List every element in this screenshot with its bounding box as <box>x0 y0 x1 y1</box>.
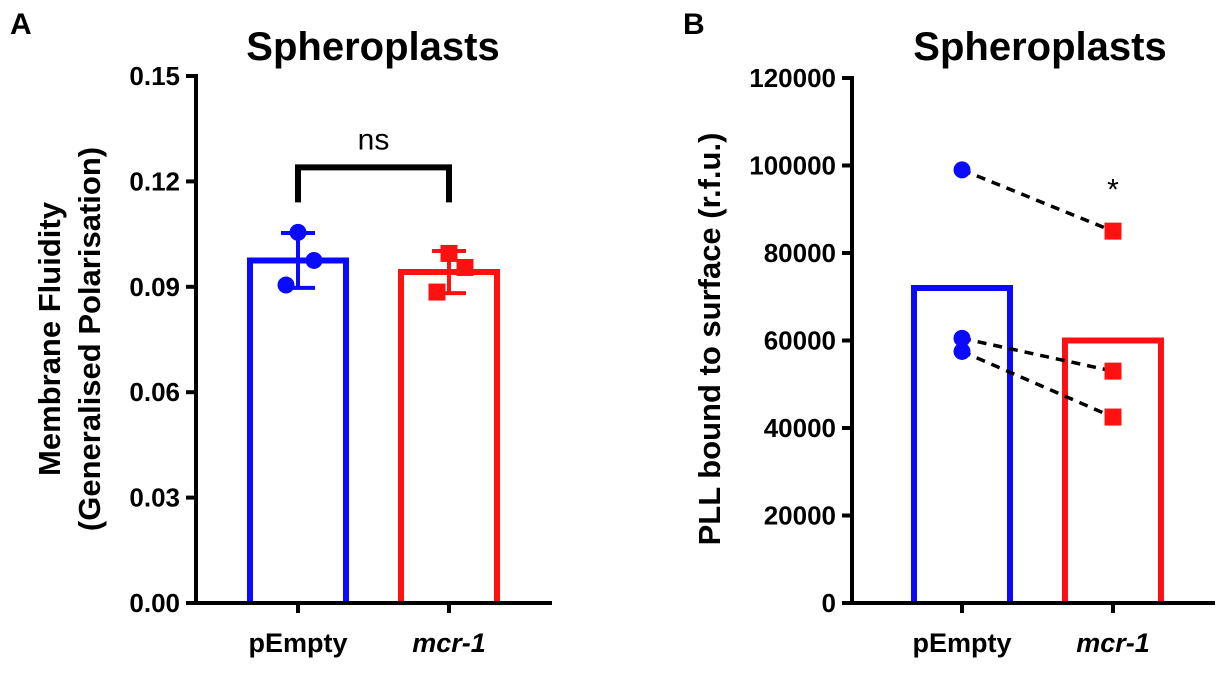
panel-a-ylabel-line2: (Generalised Polarisation) <box>72 147 107 531</box>
panel-b-ytick-label: 20000 <box>764 501 836 531</box>
panel-b-letter: B <box>683 8 705 41</box>
panel-a-ytick-label: 0.06 <box>129 377 180 407</box>
panel-a-letter: A <box>10 8 32 41</box>
panel-b-title: Spheroplasts <box>913 25 1166 69</box>
panel-b-ytick-label: 100000 <box>749 151 836 181</box>
panel-b-ytick-label: 80000 <box>764 238 836 268</box>
panel-a-point <box>440 244 458 262</box>
panel-a-category-label: pEmpty <box>248 628 347 658</box>
panel-a-significance-bracket <box>295 164 452 203</box>
panel-b-ylabel: PLL bound to surface (r.f.u.) <box>692 133 727 546</box>
panel-a-ytick-label: 0.03 <box>129 483 180 513</box>
panel-a-ytick-label: 0.00 <box>129 588 180 618</box>
panel-b-category-label: mcr-1 <box>1076 628 1150 658</box>
panel-a-point <box>456 258 474 276</box>
panel-a-ytick-label: 0.15 <box>129 61 180 91</box>
panel-b-point <box>953 161 971 179</box>
panel-a-ylabel-line1: Membrane Fluidity <box>32 201 67 476</box>
panel-a-point <box>277 276 295 294</box>
panel-b-bar <box>911 285 1013 603</box>
panel-b-point <box>953 342 971 360</box>
panel-a-point <box>428 283 446 301</box>
panel-a-point <box>305 251 323 269</box>
panel-a-plot: pEmpty mcr-1 0.00 0.03 0.06 0.09 0.12 0.15 ns <box>129 61 552 658</box>
panel-b-point <box>1104 222 1122 240</box>
panel-a-bar <box>247 257 349 603</box>
panel-b-plot: pEmpty mcr-1 0 20000 40000 60000 80000 100000 12… <box>749 63 1215 658</box>
panel-b-point <box>1104 362 1122 380</box>
panel-b-bar <box>1062 337 1164 603</box>
panel-b-ytick-label: 40000 <box>764 413 836 443</box>
panel-b-significance-label: * <box>1107 173 1119 206</box>
panel-a-title: Spheroplasts <box>246 25 499 69</box>
panel-b-paired-line <box>961 168 1114 233</box>
panel-a-ytick-label: 0.12 <box>129 166 180 196</box>
panel-b-ytick-label: 120000 <box>749 63 836 93</box>
panel-b-point <box>953 329 971 347</box>
panel-a-bar <box>398 269 500 603</box>
panel-a-category-label: mcr-1 <box>412 628 486 658</box>
panel-a-significance-label: ns <box>358 123 390 156</box>
panel-b-ytick-label: 60000 <box>764 326 836 356</box>
panel-b-ytick-label: 0 <box>822 588 836 618</box>
panel-b-paired-line <box>961 336 1114 373</box>
panel-a-point <box>289 223 307 241</box>
panel-b-paired-line <box>961 349 1114 419</box>
panel-b-category-label: pEmpty <box>912 628 1011 658</box>
panel-a-ytick-label: 0.09 <box>129 272 180 302</box>
panel-b-point <box>1104 408 1122 426</box>
